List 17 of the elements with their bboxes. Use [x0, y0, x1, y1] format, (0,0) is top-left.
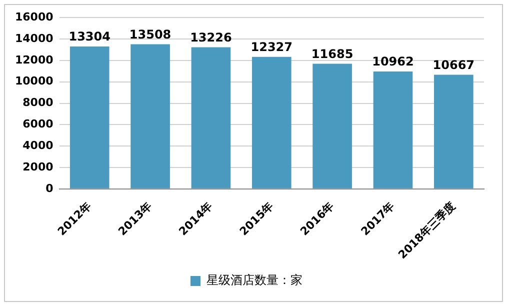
y-tick-label: 16000 — [14, 10, 54, 24]
legend-label: 星级酒店数量：家 — [206, 273, 302, 288]
y-tick-label: 4000 — [22, 138, 54, 152]
data-label: 13508 — [129, 27, 172, 42]
data-label: 12327 — [250, 40, 293, 54]
y-tick-label: 10000 — [14, 74, 54, 88]
y-tick-label: 0 — [46, 182, 54, 195]
y-tick-label: 14000 — [14, 32, 54, 45]
y-tick-label: 8000 — [22, 96, 54, 110]
data-label: 10667 — [432, 58, 475, 72]
y-tick-label: 6000 — [22, 118, 54, 131]
y-tick-label: 2000 — [22, 160, 54, 174]
data-label: 11685 — [311, 46, 354, 61]
y-tick-label: 12000 — [14, 53, 54, 66]
data-label: 13226 — [190, 30, 232, 44]
data-label: 10962 — [372, 54, 414, 69]
data-label: 13304 — [68, 30, 110, 44]
